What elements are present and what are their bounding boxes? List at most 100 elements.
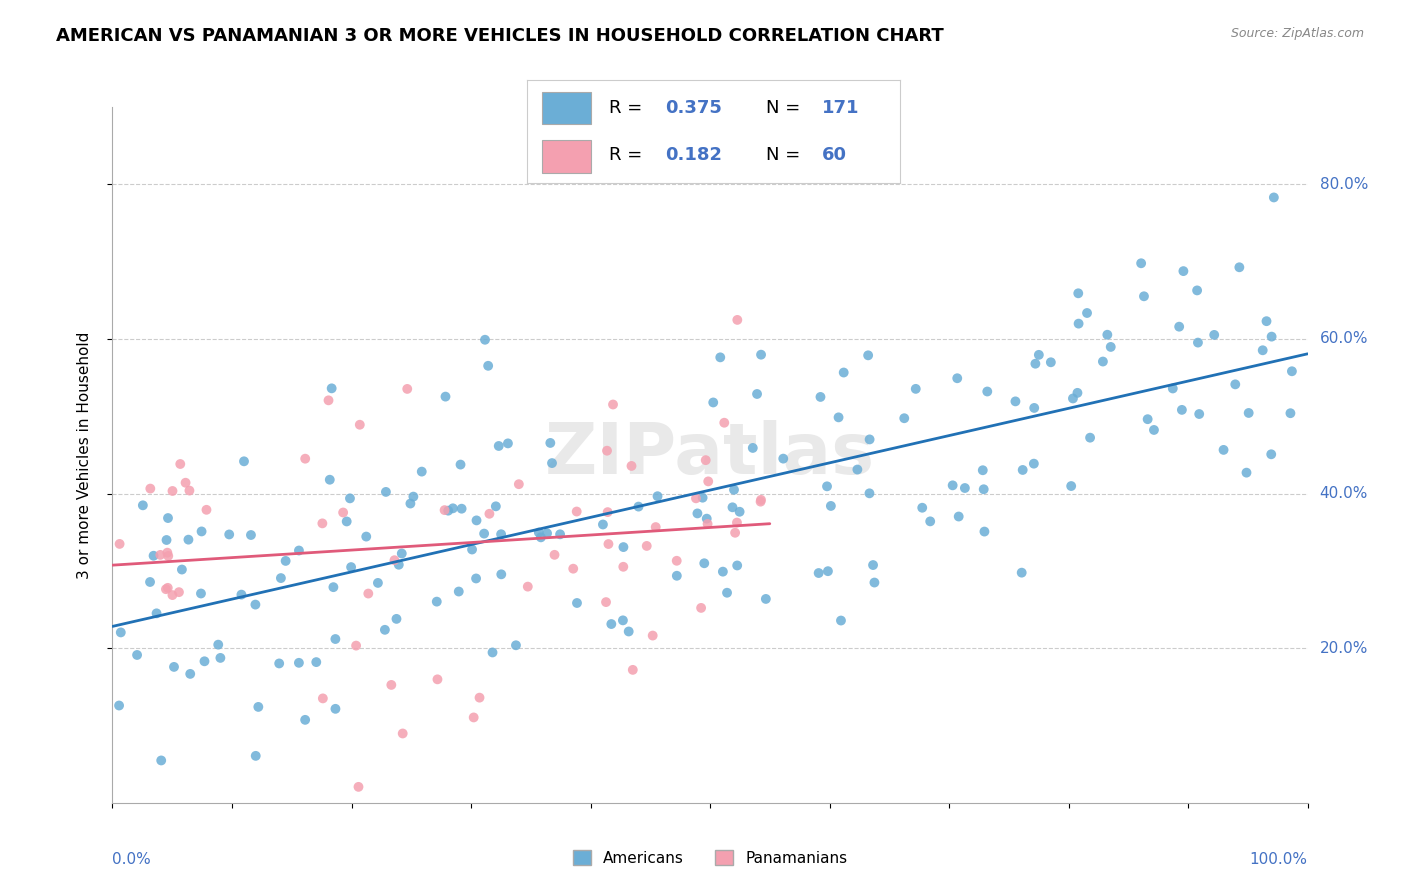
Point (1225, 377, 1247, 392)
Point (612, 540, 634, 554)
Point (374, 484, 396, 499)
Point (696, 511, 718, 525)
Point (478, 507, 501, 521)
Point (596, 443, 619, 458)
Point (270, 571, 292, 585)
Point (437, 503, 460, 517)
Point (536, 526, 558, 541)
Text: 0.375: 0.375 (665, 99, 723, 117)
Point (1212, 442, 1234, 457)
Point (627, 500, 650, 514)
Point (207, 638, 229, 652)
Point (692, 491, 714, 505)
Point (450, 458, 472, 472)
Point (190, 524, 212, 539)
Point (139, 574, 162, 589)
Point (447, 584, 470, 599)
Point (755, 591, 778, 606)
Point (157, 549, 180, 563)
Text: R =: R = (609, 99, 648, 117)
Point (505, 638, 527, 652)
Point (426, 673, 449, 687)
Point (145, 607, 167, 621)
Point (1187, 335, 1209, 350)
Text: 100.0%: 100.0% (1250, 852, 1308, 866)
Point (686, 507, 709, 521)
Point (972, 463, 994, 477)
Point (465, 571, 488, 585)
Point (541, 456, 564, 470)
Point (858, 486, 880, 500)
Point (696, 516, 718, 531)
Point (725, 516, 748, 530)
Point (245, 748, 267, 763)
Point (721, 500, 744, 515)
Point (340, 560, 363, 574)
Point (354, 530, 377, 544)
Point (434, 390, 457, 404)
Point (641, 629, 664, 643)
Text: 60.0%: 60.0% (1320, 332, 1368, 346)
Point (911, 500, 934, 515)
Point (167, 585, 190, 599)
Point (433, 503, 456, 517)
FancyBboxPatch shape (543, 92, 591, 124)
Point (108, 698, 131, 713)
Point (904, 382, 927, 396)
Point (163, 660, 186, 674)
Point (1076, 306, 1098, 320)
Point (150, 754, 173, 768)
Point (1091, 354, 1114, 368)
Point (322, 580, 344, 594)
Point (596, 505, 619, 519)
Point (749, 348, 772, 362)
Point (856, 348, 879, 362)
Point (156, 546, 179, 560)
Point (294, 451, 316, 466)
Point (391, 547, 413, 561)
Text: 40.0%: 40.0% (1320, 486, 1368, 501)
Point (724, 525, 747, 540)
Point (468, 690, 491, 705)
Point (450, 501, 472, 516)
Point (1237, 406, 1260, 420)
Point (538, 436, 561, 450)
Point (155, 533, 177, 547)
Point (595, 595, 617, 609)
Text: Source: ZipAtlas.com: Source: ZipAtlas.com (1230, 27, 1364, 40)
Point (1004, 394, 1026, 409)
Point (162, 588, 184, 602)
Point (976, 384, 998, 399)
Point (325, 702, 347, 716)
Text: AMERICAN VS PANAMANIAN 3 OR MORE VEHICLES IN HOUSEHOLD CORRELATION CHART: AMERICAN VS PANAMANIAN 3 OR MORE VEHICLE… (56, 27, 943, 45)
Point (728, 505, 751, 519)
Point (598, 537, 620, 551)
Point (142, 549, 165, 563)
Point (179, 666, 201, 681)
Point (690, 601, 713, 615)
Point (294, 713, 316, 727)
Point (411, 465, 433, 479)
Point (139, 482, 162, 496)
Point (336, 515, 359, 529)
Point (305, 655, 328, 669)
Point (1011, 566, 1033, 580)
Point (1251, 343, 1274, 358)
Point (156, 511, 179, 525)
Text: ZIPatlas: ZIPatlas (546, 420, 875, 490)
Point (745, 387, 768, 401)
Point (311, 516, 333, 531)
Point (1185, 284, 1208, 298)
Point (149, 548, 172, 562)
Point (1133, 289, 1156, 303)
Point (973, 524, 995, 539)
Point (325, 632, 347, 646)
Point (321, 381, 343, 395)
Point (441, 501, 464, 516)
Point (312, 691, 335, 706)
Point (1078, 431, 1101, 445)
FancyBboxPatch shape (543, 140, 591, 173)
Point (1171, 403, 1194, 417)
Point (1099, 340, 1122, 354)
Point (749, 494, 772, 508)
